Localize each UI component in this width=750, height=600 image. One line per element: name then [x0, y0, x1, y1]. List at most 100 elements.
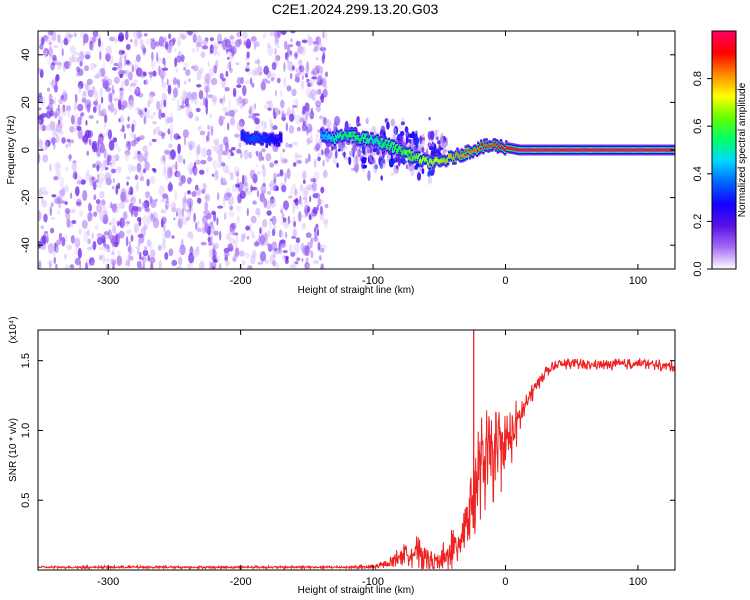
spectrum-blob — [230, 172, 234, 181]
spectrum-blob — [231, 222, 237, 230]
spectrum-blob — [48, 243, 54, 254]
spectrum-blob — [194, 161, 197, 169]
spectrum-blob — [49, 163, 52, 172]
spectrum-blob — [235, 183, 240, 188]
spectrum-blob — [109, 36, 116, 42]
spectrum-blob — [251, 186, 258, 191]
spectrum-blob — [248, 106, 252, 116]
spectrum-blob — [134, 89, 139, 95]
spectrum-blob — [255, 125, 261, 130]
spectrum-blob — [104, 244, 110, 249]
spectrum-blob — [264, 31, 267, 37]
spectrum-blob — [168, 33, 172, 40]
spectrum-blob — [69, 56, 73, 66]
spectrum-blob — [276, 186, 279, 191]
spectrum-blob — [285, 122, 289, 132]
spectrum-blob — [144, 150, 149, 157]
spectrum-blob — [112, 225, 117, 235]
spectrum-blob — [251, 69, 257, 76]
spectrum-blob — [225, 38, 231, 48]
spectrum-blob — [231, 230, 237, 236]
spectrum-blob — [64, 233, 68, 243]
spectrum-blob — [248, 191, 252, 196]
spectrum-blob — [315, 89, 322, 96]
spectrum-blob — [279, 89, 283, 98]
spectrum-blob — [301, 125, 306, 133]
spectrum-blob — [180, 95, 184, 103]
spectrum-blob — [164, 149, 171, 155]
spectrum-blob — [341, 152, 347, 156]
spectrum-blob — [274, 47, 277, 56]
spectrum-blob — [223, 212, 227, 221]
spectrum-blob — [148, 141, 153, 147]
spectrum-blob — [304, 116, 307, 127]
spectrum-blob — [176, 211, 178, 217]
spectrum-blob — [226, 56, 230, 60]
spectrum-blob — [74, 237, 81, 248]
spectrum-blob — [195, 107, 201, 113]
spectrum-blob — [49, 206, 53, 217]
spectrum-blob — [247, 265, 253, 269]
spectrum-blob — [43, 47, 49, 57]
spectrum-blob — [124, 149, 131, 156]
spectrum-blob — [221, 181, 228, 186]
spectrum-blob — [290, 251, 296, 257]
spectrum-blob — [267, 42, 271, 49]
spectrum-blob — [162, 72, 167, 77]
spectrum-blob — [246, 236, 250, 240]
spectrum-blob — [372, 125, 377, 137]
spectrum-blob — [224, 87, 230, 92]
spectrum-blob — [176, 135, 181, 140]
spectrum-blob — [410, 167, 415, 177]
spectrum-blob — [151, 138, 157, 143]
spectrum-blob — [176, 98, 180, 107]
spectrum-blob — [212, 96, 217, 106]
spectrum-blob — [285, 112, 289, 116]
spectrum-blob — [193, 96, 198, 105]
spectrum-blob — [306, 263, 311, 269]
spectrum-blob — [274, 90, 277, 97]
spectrum-blob — [256, 187, 259, 193]
spectrum-blob — [208, 67, 215, 77]
spectrum-blob — [86, 229, 90, 236]
colorbar-tick-label: 0.8 — [692, 71, 704, 86]
spectrum-blob — [223, 94, 226, 104]
spectrum-blob — [113, 35, 117, 44]
spectrum-blob — [217, 51, 220, 56]
spectrum-blob — [49, 44, 53, 55]
spectrum-blob — [306, 122, 310, 128]
spectrum-blob — [116, 166, 122, 174]
spectrum-blob — [176, 36, 181, 48]
spectrum-blob — [315, 223, 319, 229]
spectrum-blob — [41, 200, 48, 208]
spectrum-blob — [304, 185, 310, 195]
spectrum-blob — [317, 76, 320, 83]
spectrum-blob — [53, 242, 57, 253]
spectrum-blob — [129, 245, 132, 256]
spectrum-blob — [264, 65, 268, 72]
spectrum-blob — [125, 43, 131, 51]
spectrum-blob — [64, 32, 69, 40]
spectrogram-y-axis: -40 -20 0 20 40 — [20, 49, 675, 253]
spectrum-blob — [118, 230, 125, 239]
spectrum-blob — [162, 239, 166, 250]
spectrum-blob — [98, 210, 105, 222]
spectrum-blob — [74, 93, 78, 103]
spectrum-blob — [242, 85, 247, 97]
spectrum-blob — [319, 247, 325, 253]
spectrum-blob — [343, 146, 349, 150]
spectrum-blob — [125, 143, 130, 149]
spectrum-blob — [301, 258, 304, 262]
spectrum-blob — [77, 103, 84, 112]
spectrum-blob — [103, 76, 108, 79]
spectrum-blob — [177, 248, 181, 253]
spectrum-blob — [117, 182, 121, 190]
spectrum-blob — [249, 223, 252, 233]
spectrum-blob — [89, 40, 93, 51]
x-tick-label: -200 — [230, 576, 252, 588]
spectrum-blob — [301, 64, 305, 75]
spectrum-blob — [119, 201, 125, 209]
spectrum-blob — [219, 230, 222, 241]
spectrum-blob — [175, 161, 178, 172]
spectrum-blob — [183, 80, 187, 85]
